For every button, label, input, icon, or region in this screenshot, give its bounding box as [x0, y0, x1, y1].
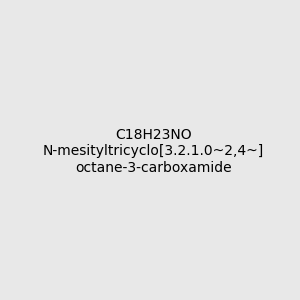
Text: C18H23NO
N-mesityltricyclo[3.2.1.0~2,4~]
octane-3-carboxamide: C18H23NO N-mesityltricyclo[3.2.1.0~2,4~]… — [43, 128, 264, 175]
